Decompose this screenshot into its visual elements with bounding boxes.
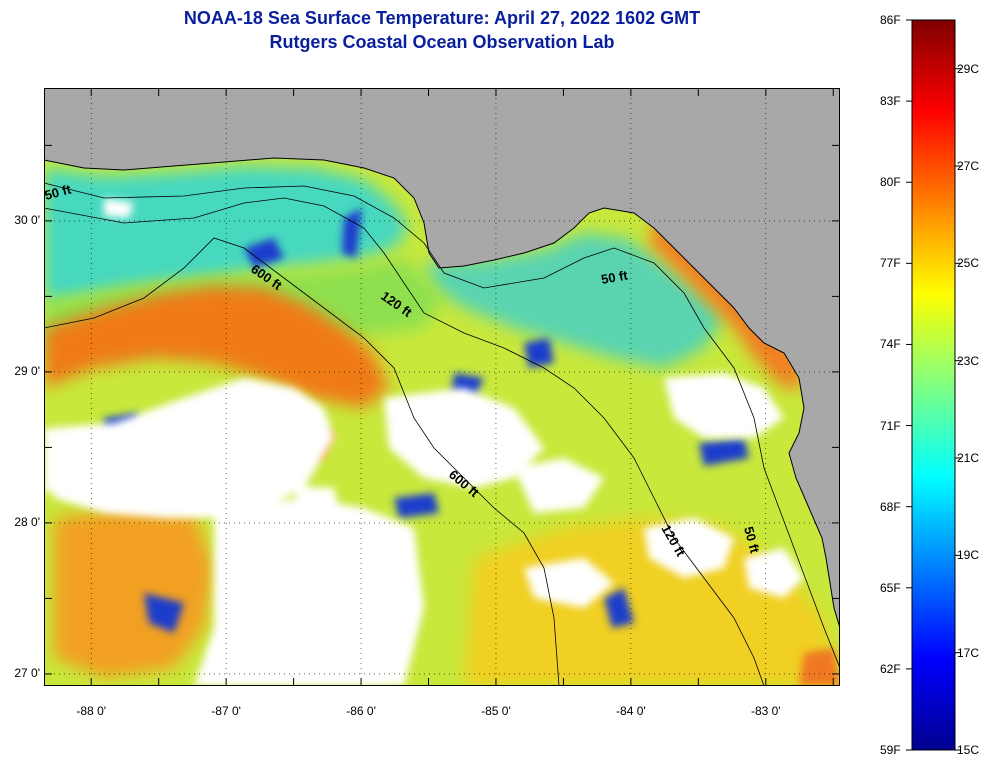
colorbar-ticks [906, 19, 961, 751]
colorbar-f-label: 59F [880, 743, 901, 757]
lat-tick-label: 29 0' [14, 363, 40, 378]
colorbar-c-label: 29C [957, 61, 980, 76]
lon-tick-label: -87 0' [211, 704, 241, 718]
warm-corner [799, 648, 840, 686]
colorbar [911, 19, 956, 751]
contour-50ft [44, 182, 840, 669]
colorbar-f-label: 68F [880, 499, 901, 514]
colorbar-f-label: 83F [880, 94, 901, 109]
contour-600ft [44, 237, 560, 686]
lon-tick-label: -86 0' [346, 704, 376, 718]
colorbar-c-label: 27C [957, 159, 980, 173]
cloud-cover [44, 88, 804, 686]
sst-map-svg: 50 ft 600 ft 120 ft 50 ft 600 ft 120 ft … [44, 88, 840, 686]
lat-tick-label: 30 0' [14, 212, 40, 227]
coastal-cool-band [44, 166, 409, 303]
colorbar-c-label: 21C [957, 451, 980, 465]
colorbar-f-label: 86F [880, 13, 901, 27]
map-title: NOAA-18 Sea Surface Temperature: April 2… [183, 8, 701, 28]
lon-tick-label: -85 0' [481, 704, 511, 718]
lon-tick-label: -88 0' [76, 704, 107, 718]
land-north [44, 88, 840, 628]
contour-label: 50 ft [741, 525, 763, 555]
lat-tick-label: 27 0' [14, 665, 40, 680]
colorbar-c-label: 25C [957, 256, 980, 271]
cold-patches [104, 208, 749, 633]
warm-band-southwest [54, 508, 214, 678]
ocean-layer [44, 88, 840, 686]
colorbar-c-label: 17C [957, 645, 980, 660]
graticule [44, 88, 840, 686]
colorbar-c-label: 19C [957, 548, 980, 563]
lon-tick-label: -83 0' [750, 704, 781, 718]
colorbar-f-label: 71F [880, 418, 901, 433]
colorbar-f-label: 80F [880, 175, 901, 190]
colorbar-f-label: 74F [880, 337, 901, 352]
lat-tick-label: 28 0' [14, 514, 40, 529]
colorbar-f-label: 77F [880, 256, 901, 271]
colorbar-c-label: 15C [957, 743, 980, 757]
contour-120ft [44, 197, 765, 686]
bathymetry-contours [44, 182, 840, 686]
colorbar-f-label: 62F [880, 661, 901, 676]
lon-tick-label: -84 0' [616, 704, 646, 718]
sst-map: 50 ft 600 ft 120 ft 50 ft 600 ft 120 ft … [44, 88, 840, 686]
colorbar-f-label: 65F [880, 580, 901, 595]
contour-label: 50 ft [44, 181, 73, 203]
contour-label: 50 ft [600, 267, 630, 287]
bay-cool-band [424, 233, 724, 368]
coastline [44, 157, 840, 629]
map-subtitle: Rutgers Coastal Ocean Observation Lab [269, 32, 615, 52]
colorbar-c-label: 23C [957, 353, 980, 368]
map-frame [44, 88, 840, 686]
warm-band-west [44, 286, 389, 408]
